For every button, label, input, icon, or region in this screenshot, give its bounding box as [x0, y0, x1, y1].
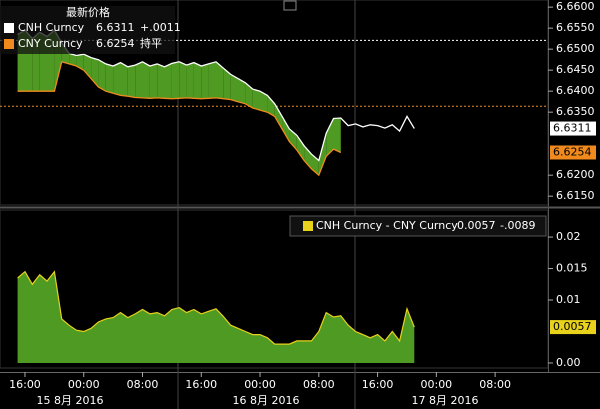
spread-fill	[216, 61, 224, 99]
spread-fill	[69, 53, 77, 66]
y-tick-label: 6.6600	[556, 0, 595, 13]
area-fill	[17, 271, 415, 363]
spread-fill	[179, 61, 187, 99]
y-tick-label: 0.02	[556, 230, 581, 243]
x-tick-label: 16:00	[362, 378, 394, 391]
legend-swatch	[4, 39, 14, 49]
spread-fill	[105, 63, 114, 94]
spread-fill	[304, 145, 312, 169]
spread-fill	[238, 78, 246, 104]
legend-last: 0.0057	[457, 219, 496, 232]
legend-swatch	[303, 221, 313, 231]
x-tick-label: 16:00	[9, 378, 41, 391]
spread-fill	[223, 68, 231, 100]
spread-fill	[157, 63, 165, 99]
legend-change: -.0089	[500, 219, 535, 232]
spread-fill	[282, 116, 290, 142]
spread-fill	[326, 118, 334, 157]
x-tick-label: 08:00	[303, 378, 335, 391]
spread-fill	[113, 62, 121, 96]
date-label: 17 8月 2016	[412, 394, 479, 407]
y-tick-label: 6.6450	[556, 63, 595, 76]
series-line	[17, 29, 415, 162]
y-tick-label: 6.6200	[556, 168, 595, 181]
date-label: 15 8月 2016	[37, 394, 104, 407]
x-tick-label: 08:00	[479, 378, 511, 391]
x-tick-label: 00:00	[420, 378, 452, 391]
x-tick-label: 00:00	[244, 378, 276, 391]
y-tick-label: 0.00	[556, 356, 581, 369]
area-line	[17, 270, 415, 345]
spread-fill	[120, 62, 128, 97]
spread-fill	[83, 54, 92, 79]
legend-title: 最新价格	[66, 5, 110, 19]
x-tick-label: 00:00	[68, 378, 100, 391]
legend-last: 6.6311	[96, 21, 135, 34]
spread-fill	[127, 65, 136, 98]
legend-change: +.0011	[140, 21, 181, 34]
spread-fill	[333, 118, 341, 153]
y-tick-label: 6.6400	[556, 84, 595, 97]
y-tick-label: 6.6350	[556, 105, 595, 118]
series-line	[17, 60, 342, 177]
legend-name: CNY Curncy	[18, 37, 83, 50]
date-label: 16 8月 2016	[233, 394, 300, 407]
last-value-box	[550, 145, 596, 160]
spread-fill	[193, 62, 202, 99]
spread-fill	[149, 63, 158, 99]
y-tick-label: 6.6550	[556, 21, 595, 34]
legend-box	[0, 6, 175, 54]
spread-fill	[98, 59, 106, 92]
last-value-label: 0.0057	[553, 320, 592, 333]
x-tick-label: 08:00	[127, 378, 159, 391]
spread-fill	[135, 61, 143, 98]
legend-change: 持平	[140, 36, 162, 50]
legend-last: 6.6254	[96, 37, 135, 50]
spread-fill	[267, 95, 275, 117]
spread-fill	[245, 82, 253, 108]
plots	[0, 29, 548, 363]
last-value-label: 6.6254	[553, 145, 592, 158]
legend-box	[289, 215, 547, 237]
y-tick-label: 0.015	[556, 262, 588, 275]
spread-fill	[208, 61, 216, 99]
legend-name: CNH Curncy - CNY Curncy	[316, 219, 458, 232]
spread-fill	[171, 61, 180, 99]
spread-fill	[296, 135, 305, 161]
spread-fill	[260, 91, 268, 113]
spread-fill	[186, 62, 194, 99]
spread-fill	[318, 133, 327, 176]
spread-fill	[252, 89, 260, 111]
y-tick-label: 0.01	[556, 293, 581, 306]
x-tick-label: 16:00	[185, 378, 217, 391]
spread-fill	[164, 63, 172, 99]
y-tick-label: 6.6500	[556, 42, 595, 55]
spread-fill	[142, 61, 150, 99]
last-value-box	[550, 320, 596, 335]
spread-fill	[230, 74, 238, 102]
spread-fill	[274, 103, 283, 129]
last-value-label: 6.6311	[553, 122, 592, 135]
last-value-box	[550, 121, 596, 136]
spread-fill	[76, 54, 84, 71]
legends: CNH Curncy 6.6311 +.0011 CNY Curncy 6.6254 持平…	[4, 21, 535, 232]
menu-icon[interactable]	[283, 0, 297, 11]
legend-name: CNH Curncy	[18, 21, 85, 34]
legend-swatch	[4, 23, 14, 33]
y-tick-label: 6.6150	[556, 189, 595, 202]
spread-fill	[201, 63, 209, 99]
spread-fill	[91, 57, 99, 87]
